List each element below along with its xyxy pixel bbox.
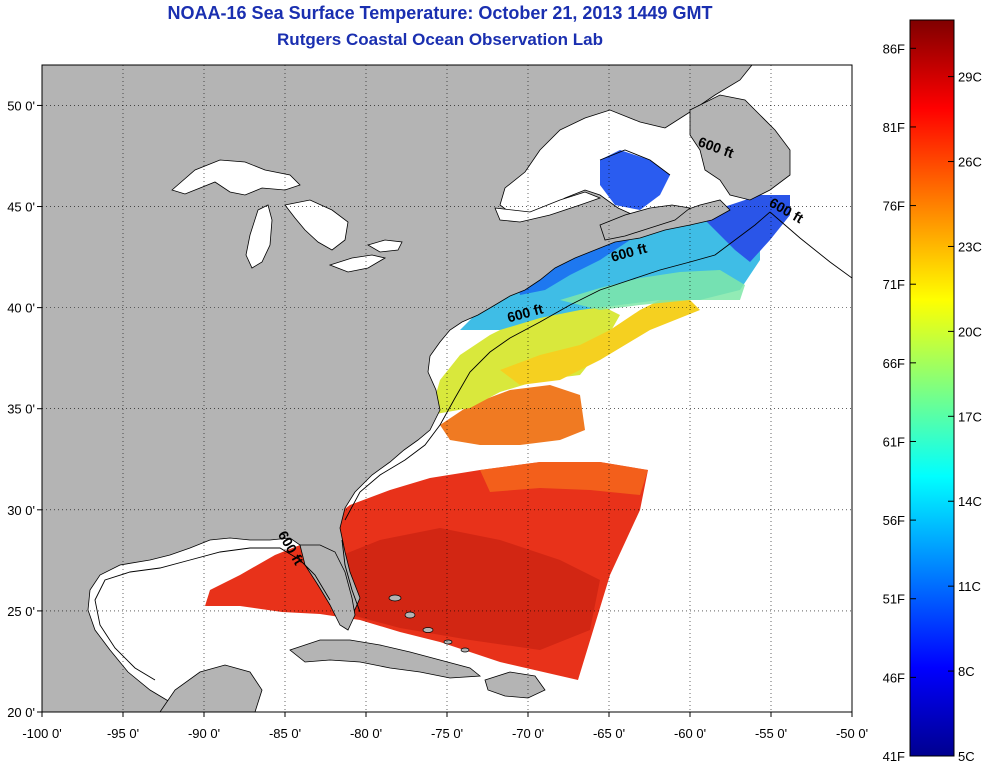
colorbar-c-label: 20C [958, 324, 982, 339]
lake-michigan [245, 204, 273, 269]
lon-tick-label: -50 0' [836, 726, 868, 741]
sst-swath-shelf [560, 270, 745, 310]
colorbar-c-label: 11C [958, 579, 981, 594]
lat-tick-label: 30 0' [7, 503, 35, 518]
colorbar-fahrenheit-labels: 86F 81F 76F 71F 66F 61F 56F 51F 46F 41F [883, 41, 916, 764]
newfoundland-land [689, 94, 791, 201]
sst-swath-south-orange [480, 462, 648, 495]
florida-land [299, 544, 356, 631]
colorbar-celsius-labels: 29C 26C 23C 20C 17C 14C 11C 8C 5C [948, 70, 982, 764]
hudson-bay-edge [494, 191, 602, 223]
sst-swath-south-warm [330, 528, 600, 650]
map-subtitle: Rutgers Coastal Ocean Observation Lab [277, 30, 603, 49]
colorbar-gradient [909, 19, 955, 757]
colorbar-f-label: 46F [883, 670, 905, 685]
lon-tick-label: -70 0' [512, 726, 544, 741]
sst-swath-midatlantic [430, 305, 620, 415]
colorbar-c-label: 5C [958, 749, 975, 764]
sst-swath-hatteras [440, 385, 585, 445]
longitude-ticks: -100 0' -95 0' -90 0' -85 0' -80 0' -75 0' -70… [22, 712, 868, 741]
lon-tick-label: -55 0' [755, 726, 787, 741]
hispaniola-land [484, 671, 546, 699]
yucatan-land [159, 664, 263, 712]
lat-tick-label: 50 0' [7, 98, 35, 113]
latitude-ticks: 20 0' 25 0' 30 0' 35 0' 40 0' 45 0' 50 0' [7, 98, 42, 720]
colorbar-f-label: 61F [883, 434, 905, 449]
lon-tick-label: -65 0' [593, 726, 625, 741]
colorbar-c-label: 23C [958, 239, 982, 254]
sst-swath-slope [500, 300, 700, 385]
lake-ontario [366, 239, 403, 253]
sst-swath-stlawrence [600, 150, 670, 210]
isobath-600ft [94, 149, 852, 681]
colorbar-f-label: 86F [883, 41, 905, 56]
lon-tick-label: -85 0' [269, 726, 301, 741]
colorbar-c-label: 14C [958, 494, 982, 509]
colorbar-c-label: 29C [958, 70, 982, 85]
lake-erie [328, 254, 387, 273]
colorbar-f-label: 56F [883, 513, 905, 528]
colorbar-f-label: 71F [883, 277, 905, 292]
lon-tick-label: -80 0' [350, 726, 382, 741]
lon-tick-label: -95 0' [107, 726, 139, 741]
cuba-land [289, 639, 482, 679]
lon-tick-label: -90 0' [188, 726, 220, 741]
colorbar-f-label: 41F [883, 749, 905, 764]
bahamas-islands [388, 594, 470, 653]
colorbar-c-label: 17C [958, 409, 982, 424]
lon-tick-label: -100 0' [22, 726, 61, 741]
lat-tick-label: 25 0' [7, 604, 35, 619]
lat-tick-label: 20 0' [7, 705, 35, 720]
colorbar-f-label: 76F [883, 199, 905, 214]
graticule-grid [42, 65, 852, 712]
colorbar-f-label: 51F [883, 592, 905, 607]
lake-huron [284, 199, 349, 251]
lat-tick-label: 35 0' [7, 402, 35, 417]
lon-tick-label: -60 0' [674, 726, 706, 741]
colorbar-c-label: 8C [958, 664, 975, 679]
lat-tick-label: 45 0' [7, 200, 35, 215]
lat-tick-label: 40 0' [7, 301, 35, 316]
colorbar-f-label: 81F [883, 120, 905, 135]
colorbar-f-label: 66F [883, 356, 905, 371]
lon-tick-label: -75 0' [431, 726, 463, 741]
nova-scotia-land [599, 204, 691, 241]
map-title: NOAA-16 Sea Surface Temperature: October… [167, 3, 713, 23]
colorbar-c-label: 26C [958, 155, 982, 170]
